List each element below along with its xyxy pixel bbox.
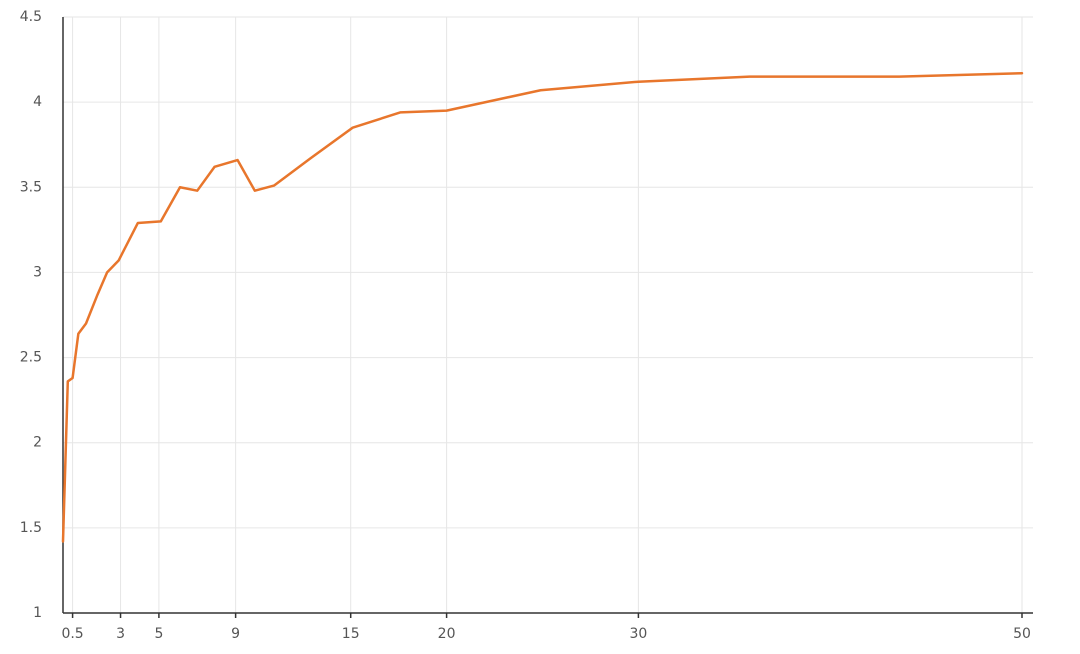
x-tick-label: 3 [116, 626, 125, 642]
y-tick-label: 1.5 [20, 520, 42, 536]
x-tick-label: 5 [154, 626, 163, 642]
y-tick-label: 2.5 [20, 350, 42, 366]
y-tick-label: 4 [33, 94, 42, 110]
data-line [61, 71, 1024, 543]
x-tick-label: 0.5 [61, 626, 83, 642]
y-tick-label: 1 [33, 605, 42, 621]
y-tick-label: 2 [33, 435, 42, 451]
y-tick-label: 4.5 [20, 9, 42, 25]
x-tick-label: 30 [629, 626, 647, 642]
x-tick-label: 9 [231, 626, 240, 642]
x-tick-label: 50 [1013, 626, 1031, 642]
y-tick-label: 3.5 [20, 179, 42, 195]
x-tick-label: 20 [438, 626, 456, 642]
x-tick-label: 15 [342, 626, 360, 642]
y-tick-label: 3 [33, 264, 42, 280]
